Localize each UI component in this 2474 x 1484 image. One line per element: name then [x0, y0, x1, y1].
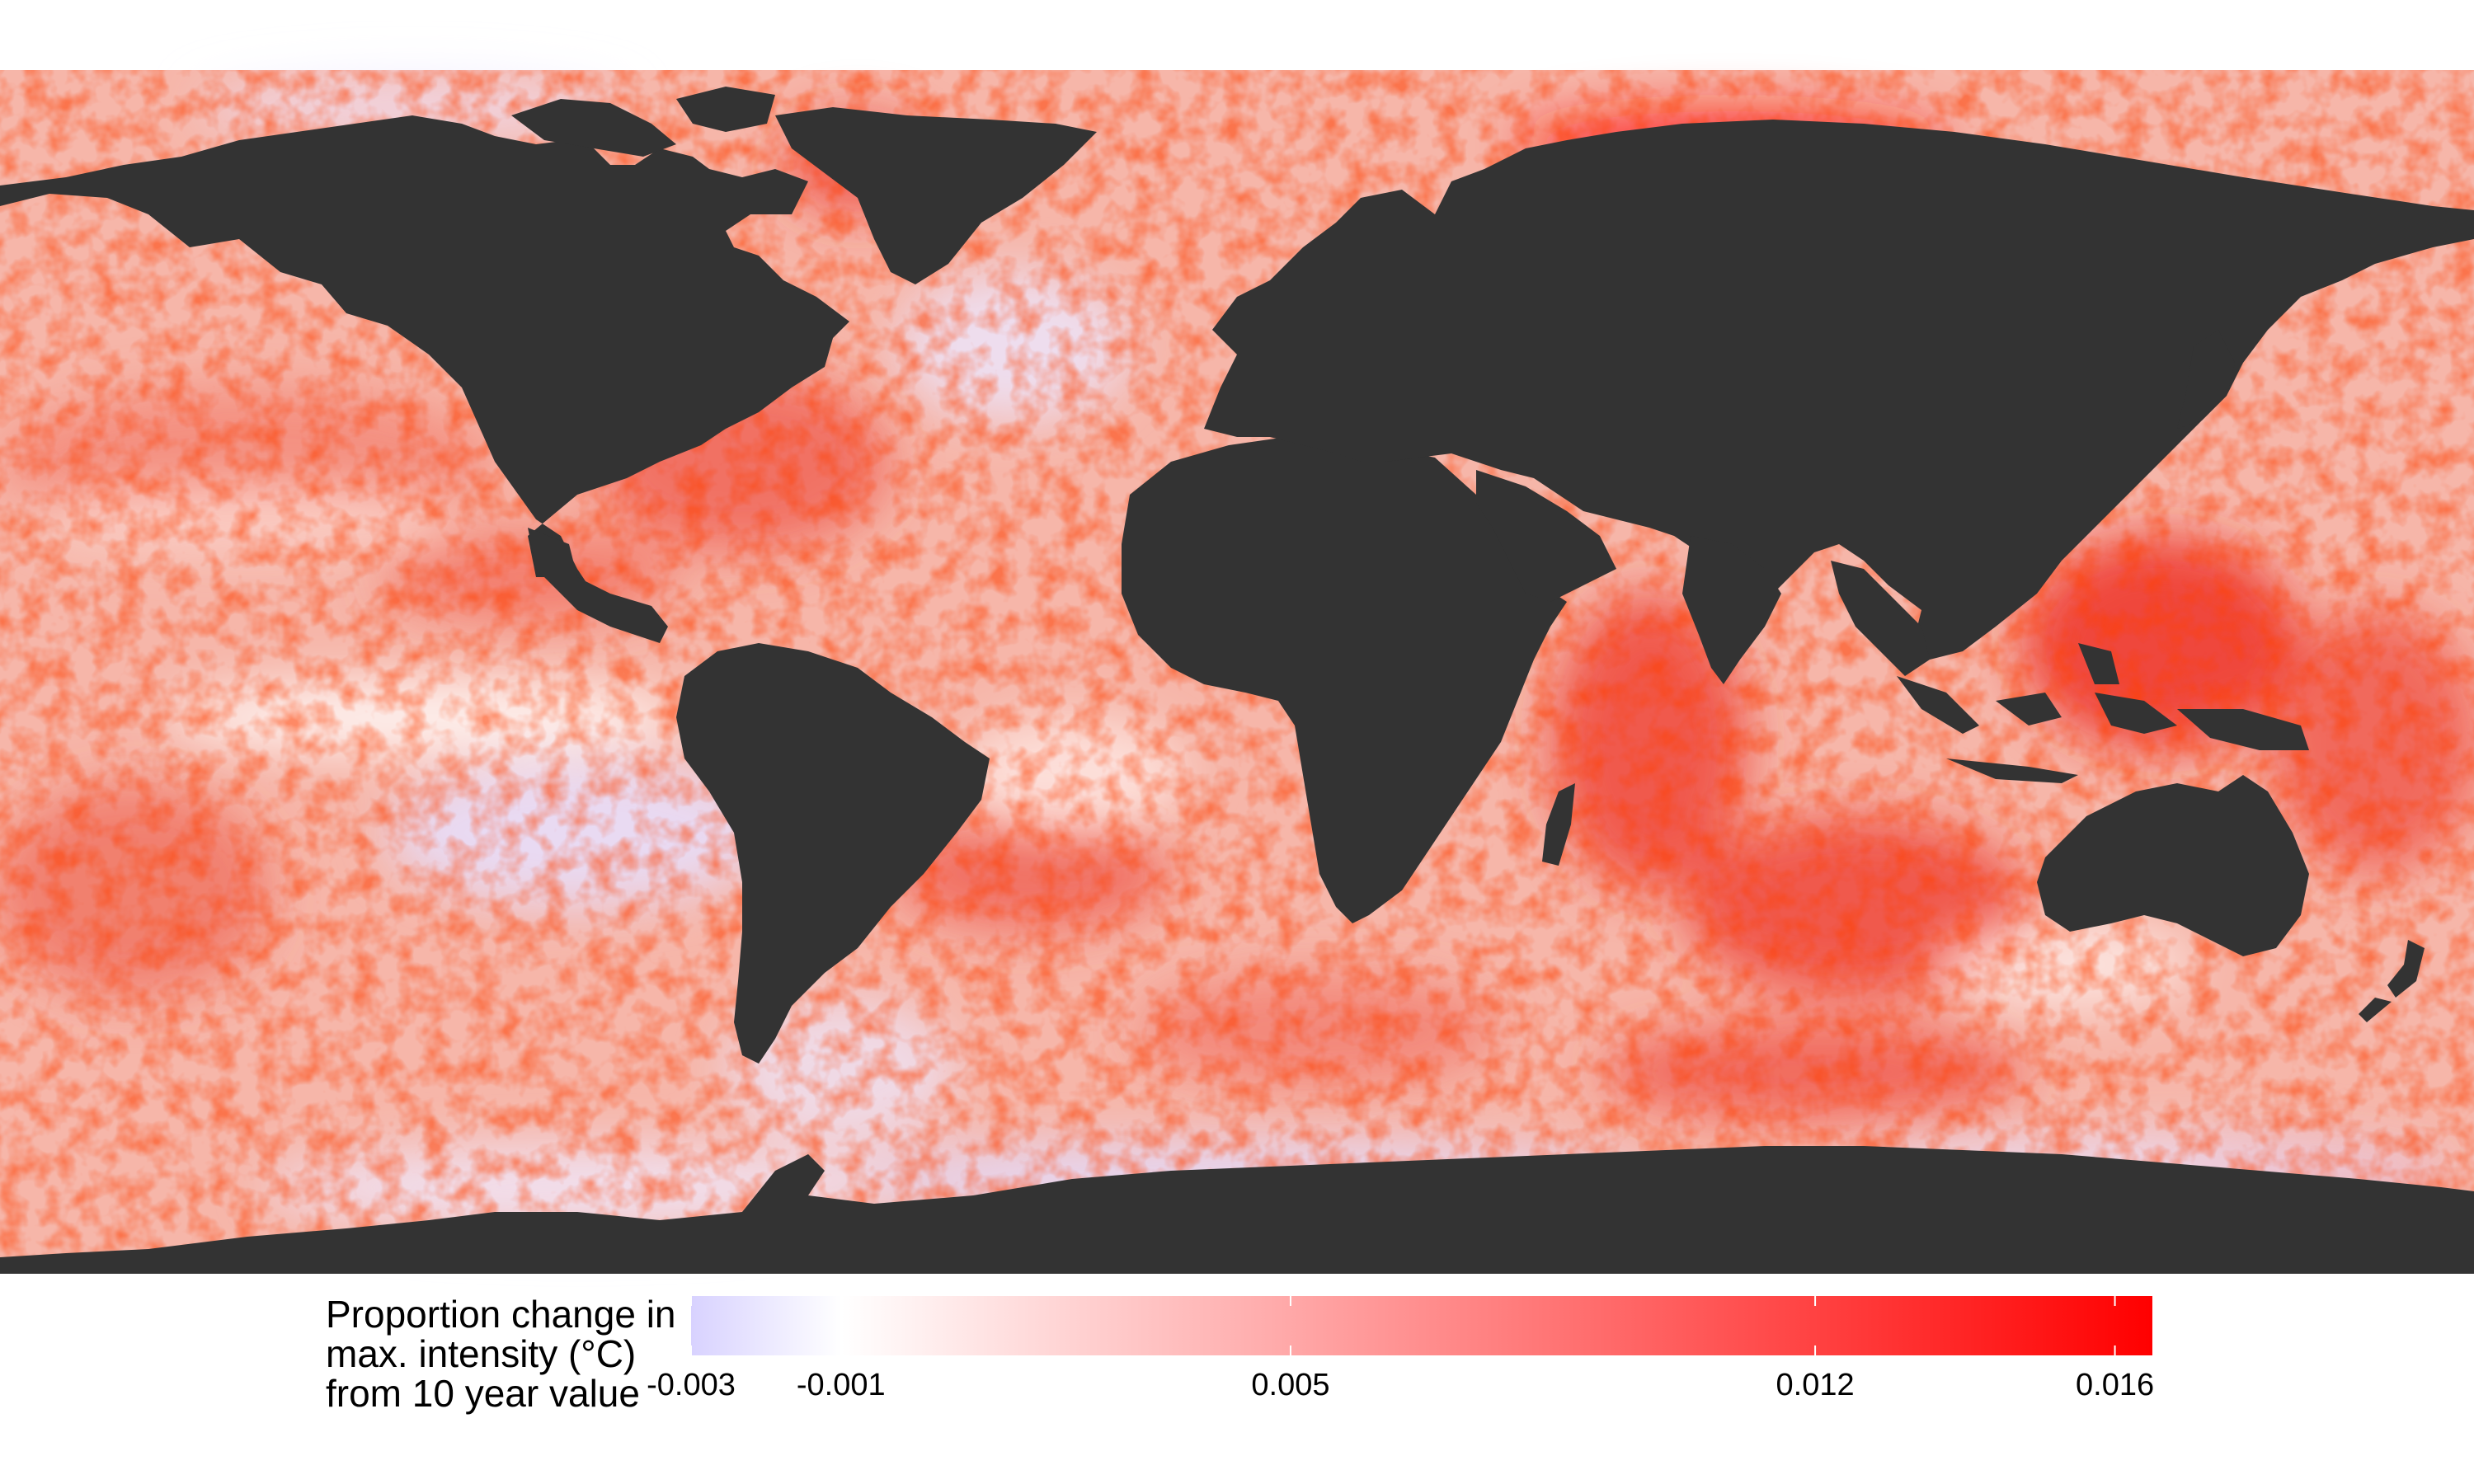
land-africa	[1122, 437, 1567, 923]
legend-tick-label: 0.012	[1776, 1368, 1855, 1402]
land-new-guinea	[2177, 709, 2309, 750]
land-madagascar	[1542, 783, 1575, 866]
legend-color-bar	[691, 1296, 2152, 1355]
land-arabia	[1476, 470, 1616, 602]
land-japan	[2177, 330, 2235, 429]
land-australia	[2037, 775, 2309, 956]
land-indochina	[1831, 561, 1930, 676]
land-new-zealand	[2359, 940, 2425, 1022]
legend: Proportion change in max. intensity (°C)…	[326, 1293, 2154, 1415]
land-central-america	[528, 528, 668, 643]
legend-tick-label: -0.003	[647, 1368, 736, 1402]
legend-title-line-2: max. intensity (°C)	[326, 1332, 636, 1375]
legend-title-line-1: Proportion change in	[326, 1293, 676, 1336]
land-layer	[0, 87, 2474, 1274]
land-greenland	[775, 107, 1097, 284]
land-arctic-islands	[511, 87, 775, 157]
legend-tick-label: -0.001	[797, 1368, 886, 1402]
land-antarctica	[0, 1146, 2474, 1274]
land-india	[1682, 536, 1781, 684]
land-south-america	[676, 643, 990, 1064]
land-eurasia	[1204, 120, 2474, 660]
land-north-america	[0, 115, 849, 635]
legend-ticks: -0.003 -0.001 0.005 0.012 0.016	[647, 1296, 2154, 1402]
legend-title-line-3: from 10 year value	[326, 1372, 640, 1415]
legend-tick-label: 0.005	[1251, 1368, 1329, 1402]
legend-tick-label: 0.016	[2076, 1368, 2154, 1402]
land-indonesia	[1897, 643, 2177, 783]
